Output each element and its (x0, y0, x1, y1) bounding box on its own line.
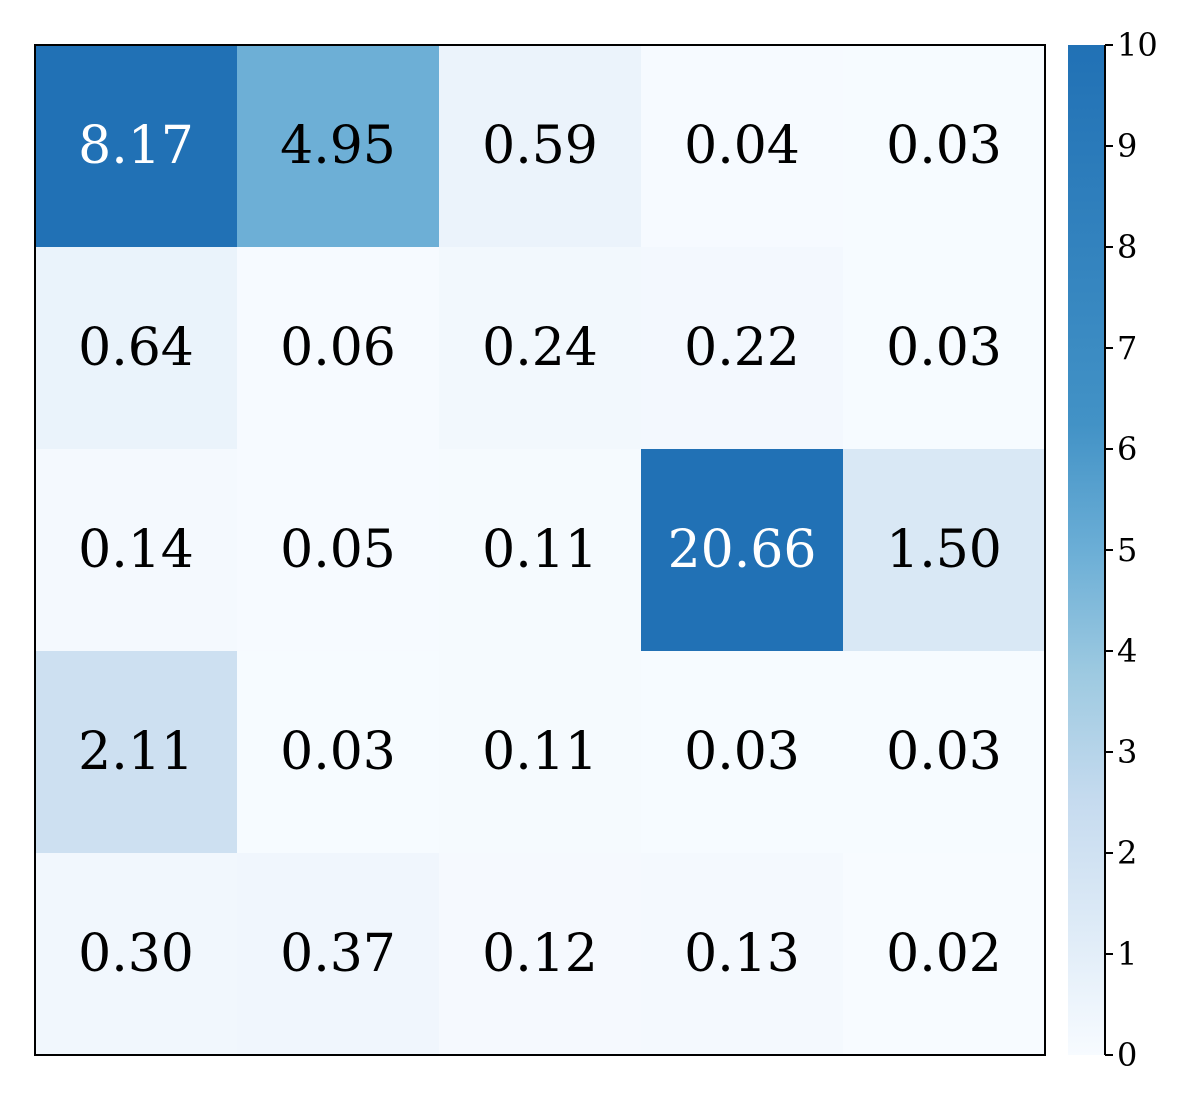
heatmap-cell-r4-c1 (237, 853, 440, 1056)
heatmap-cell-label-r1-c0: 0.64 (78, 318, 194, 378)
heatmap-cell-r4-c2 (439, 853, 642, 1056)
colorbar-tick-label-7: 7 (1117, 329, 1137, 367)
heatmap-cell-label-r3-c2: 0.11 (482, 722, 598, 782)
heatmap-cell-r0-c1 (237, 45, 440, 248)
heatmap-cell-label-r3-c3: 0.03 (684, 722, 800, 782)
colorbar-tick-label-6: 6 (1117, 430, 1137, 468)
heatmap-cell-label-r2-c1: 0.05 (280, 520, 396, 580)
heatmap-cell-label-r0-c3: 0.04 (684, 116, 800, 176)
heatmap-cell-label-r3-c1: 0.03 (280, 722, 396, 782)
heatmap-cell-label-r2-c3: 20.66 (668, 520, 817, 580)
colorbar-gradient (1068, 45, 1105, 1055)
heatmap-cell-label-r4-c3: 0.13 (684, 924, 800, 984)
heatmap-cell-r0-c0 (35, 45, 238, 248)
heatmap-cell-r1-c4 (843, 247, 1046, 450)
plot-frame (34, 44, 1046, 1056)
colorbar-tick-label-0: 0 (1117, 1036, 1137, 1074)
heatmap-cell-r1-c0 (35, 247, 238, 450)
heatmap-cell-label-r4-c2: 0.12 (482, 924, 598, 984)
heatmap-cell-label-r3-c4: 0.03 (886, 722, 1002, 782)
heatmap-cell-r0-c3 (641, 45, 844, 248)
colorbar-ticks: 0 1 2 3 4 5 6 7 8 9 10 (1105, 26, 1158, 1074)
heatmap-cell-label-r4-c1: 0.37 (280, 924, 396, 984)
heatmap-cell-label-r0-c2: 0.59 (482, 116, 598, 176)
heatmap-cell-r2-c0 (35, 449, 238, 652)
heatmap-cell-r1-c3 (641, 247, 844, 450)
heatmap-cell-r4-c3 (641, 853, 844, 1056)
heatmap-cell-label-r4-c0: 0.30 (78, 924, 194, 984)
heatmap-cell-label-r1-c2: 0.24 (482, 318, 598, 378)
heatmap-cell-r4-c0 (35, 853, 238, 1056)
colorbar-tick-label-4: 4 (1117, 632, 1137, 670)
heatmap-cell-r3-c3 (641, 651, 844, 854)
heatmap-cells (35, 45, 1046, 1056)
heatmap-cell-label-r1-c3: 0.22 (684, 318, 800, 378)
heatmap-cell-label-r4-c4: 0.02 (886, 924, 1002, 984)
heatmap-cell-r2-c2 (439, 449, 642, 652)
heatmap-cell-r3-c1 (237, 651, 440, 854)
heatmap-cell-label-r1-c1: 0.06 (280, 318, 396, 378)
heatmap-cell-r0-c4 (843, 45, 1046, 248)
colorbar-tick-label-5: 5 (1117, 531, 1137, 569)
colorbar: 0 1 2 3 4 5 6 7 8 9 10 (1068, 26, 1158, 1074)
heatmap-cell-r2-c3 (641, 449, 844, 652)
heatmap-cell-label-r2-c2: 0.11 (482, 520, 598, 580)
heatmap-cell-r4-c4 (843, 853, 1046, 1056)
heatmap-cell-r1-c1 (237, 247, 440, 450)
heatmap-cell-r3-c2 (439, 651, 642, 854)
heatmap-cell-r0-c2 (439, 45, 642, 248)
heatmap-cell-r3-c0 (35, 651, 238, 854)
heatmap-cell-r2-c1 (237, 449, 440, 652)
heatmap-cell-label-r0-c0: 8.17 (78, 116, 194, 176)
colorbar-tick-label-1: 1 (1117, 935, 1137, 973)
heatmap-cell-label-r2-c4: 1.50 (886, 520, 1002, 580)
colorbar-tick-label-3: 3 (1117, 733, 1137, 771)
heatmap-cell-label-r3-c0: 2.11 (78, 722, 194, 782)
heatmap-cell-label-r0-c1: 4.95 (280, 116, 396, 176)
colorbar-tick-label-8: 8 (1117, 228, 1137, 266)
heatmap-cell-r2-c4 (843, 449, 1046, 652)
colorbar-tick-label-9: 9 (1117, 127, 1137, 165)
colorbar-tick-label-10: 10 (1117, 26, 1158, 64)
heatmap-cell-r1-c2 (439, 247, 642, 450)
heatmap-cell-label-r1-c4: 0.03 (886, 318, 1002, 378)
heatmap-cell-labels: 8.17 4.95 0.59 0.04 0.03 0.64 0.06 0.24 0.22 0.03… (78, 116, 1002, 984)
heatmap-cell-label-r2-c0: 0.14 (78, 520, 194, 580)
heatmap-cell-label-r0-c4: 0.03 (886, 116, 1002, 176)
heatmap-cell-r3-c4 (843, 651, 1046, 854)
colorbar-tick-label-2: 2 (1117, 834, 1137, 872)
